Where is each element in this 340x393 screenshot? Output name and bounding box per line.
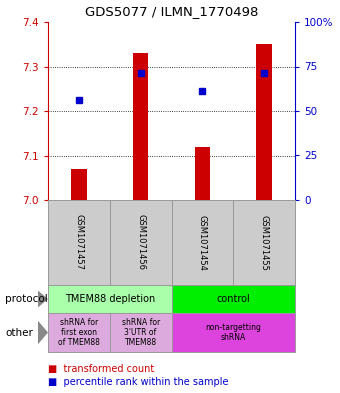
Title: GDS5077 / ILMN_1770498: GDS5077 / ILMN_1770498 <box>85 5 258 18</box>
Text: GSM1071454: GSM1071454 <box>198 215 207 270</box>
Bar <box>195 147 210 200</box>
Text: GSM1071456: GSM1071456 <box>136 215 145 270</box>
Text: protocol: protocol <box>5 294 48 304</box>
Bar <box>256 44 272 200</box>
Text: TMEM88 depletion: TMEM88 depletion <box>65 294 155 304</box>
Text: non-targetting
shRNA: non-targetting shRNA <box>205 323 261 342</box>
Text: ■  transformed count: ■ transformed count <box>48 364 154 374</box>
Text: ■  percentile rank within the sample: ■ percentile rank within the sample <box>48 377 228 387</box>
Bar <box>71 169 87 200</box>
Text: control: control <box>216 294 250 304</box>
Polygon shape <box>38 290 48 307</box>
Text: shRNA for
first exon
of TMEM88: shRNA for first exon of TMEM88 <box>58 318 100 347</box>
Text: other: other <box>5 327 33 338</box>
Text: shRNA for
3'UTR of
TMEM88: shRNA for 3'UTR of TMEM88 <box>121 318 160 347</box>
Polygon shape <box>38 321 48 344</box>
Text: GSM1071457: GSM1071457 <box>74 215 83 270</box>
Text: GSM1071455: GSM1071455 <box>260 215 269 270</box>
Bar <box>133 53 148 200</box>
